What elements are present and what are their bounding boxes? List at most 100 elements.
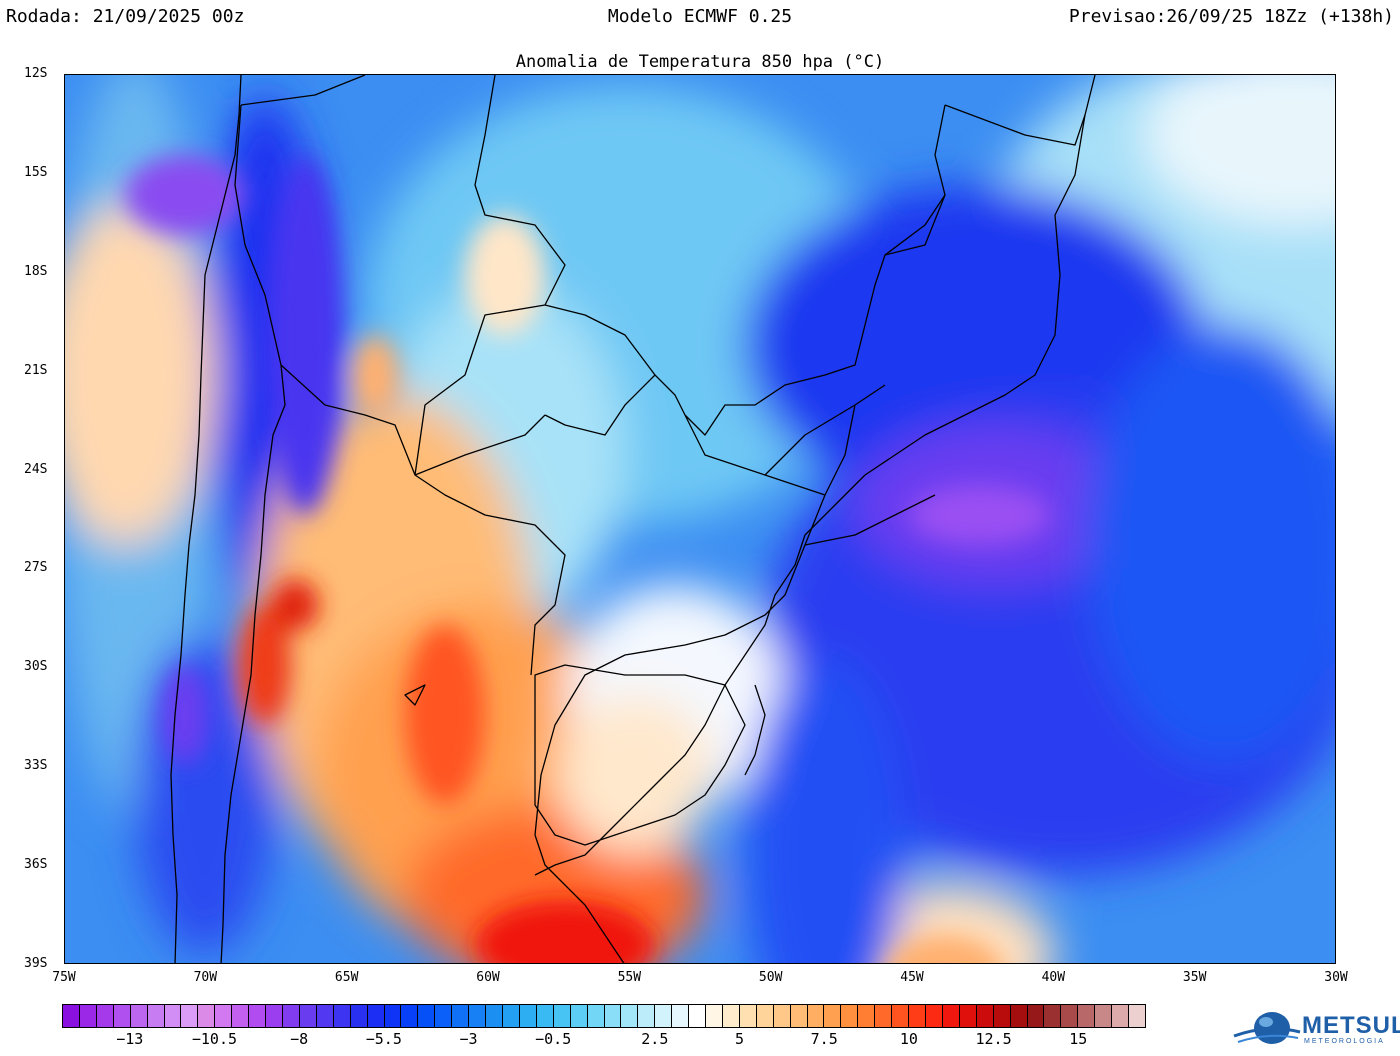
colorbar-tick-label: 15 [1069,1030,1088,1048]
colorbar-swatch [130,1005,148,1027]
colorbar-swatch [164,1005,182,1027]
coastline-borders [170,75,1096,963]
logo-subtitle: METEOROLOGIA [1304,1038,1385,1045]
colorbar-tick-label: −3 [459,1030,478,1048]
colorbar-swatch [638,1005,656,1027]
colorbar-swatch [215,1005,233,1027]
colorbar-swatch [621,1005,639,1027]
colorbar-tick-label: −10.5 [191,1030,238,1048]
colorbar-swatch [79,1005,97,1027]
colorbar-swatch [486,1005,503,1027]
model-name-label: Modelo ECMWF 0.25 [607,6,793,27]
colorbar-swatch [976,1005,994,1027]
colorbar-swatch [807,1005,825,1027]
colorbar-tick-label: 12.5 [975,1030,1012,1048]
colorbar-swatch [739,1005,757,1027]
colorbar-swatch [926,1005,943,1027]
lon-label-55W: 55W [617,970,642,985]
lat-label-39S: 39S [24,956,48,971]
colorbar-swatch [773,1005,791,1027]
colorbar-swatch [553,1005,571,1027]
lat-label-21S: 21S [24,362,48,378]
anomaly-map-canvas [65,75,1335,963]
lat-label-30S: 30S [24,659,48,675]
lat-label-36S: 36S [24,857,48,873]
colorbar-swatch [147,1005,165,1027]
colorbar-tick-label: 5 [734,1030,745,1048]
colorbar-swatch [1027,1005,1045,1027]
logo-name: METSUL [1302,1012,1400,1039]
colorbar-tick-label: −13 [116,1030,144,1048]
colorbar-swatch [536,1005,554,1027]
lon-label-65W: 65W [334,970,359,985]
lat-label-12S: 12S [24,66,48,81]
map-title: Anomalia de Temperatura 850 hpa (°C) [515,52,885,72]
colorbar-tick-label: 2.5 [641,1030,669,1048]
colorbar-tick-label: −0.5 [535,1030,572,1048]
colorbar-swatch [232,1005,250,1027]
colorbar-swatch [113,1005,131,1027]
colorbar-tick-label: 10 [899,1030,918,1048]
colorbar-swatch [282,1005,300,1027]
colorbar-swatch [519,1005,537,1027]
colorbar-swatch [333,1005,351,1027]
colorbar-swatch [367,1005,385,1027]
temperature-anomaly-field [65,75,1335,963]
colorbar-swatch [181,1005,199,1027]
colorbar-swatch [570,1005,588,1027]
colorbar [62,1004,1146,1028]
lon-label-30W: 30W [1324,970,1348,985]
colorbar-swatch [435,1005,453,1027]
colorbar-swatch [909,1005,927,1027]
colorbar-swatch [96,1005,114,1027]
forecast-time-label: Previsao:26/09/25 18Zz (+138h) [1068,6,1394,27]
metsul-logo: METSUL METEOROLOGIA [1232,1006,1400,1052]
colorbar-swatch [942,1005,960,1027]
colorbar-swatch [959,1005,977,1027]
colorbar-swatch [249,1005,267,1027]
colorbar-swatch [63,1005,80,1027]
lon-label-35W: 35W [1182,970,1207,985]
colorbar-tick-label: 7.5 [810,1030,838,1048]
colorbar-swatch [502,1005,520,1027]
colorbar-swatch [655,1005,673,1027]
colorbar-swatch [604,1005,622,1027]
colorbar-tick-label: −5.5 [365,1030,402,1048]
lat-label-27S: 27S [24,560,48,576]
colorbar-swatch [1061,1005,1079,1027]
colorbar-swatch [587,1005,605,1027]
globe-icon [1233,1012,1301,1044]
colorbar-swatch [1010,1005,1028,1027]
lon-label-40W: 40W [1041,970,1066,985]
colorbar-swatch [790,1005,808,1027]
colorbar-swatch [722,1005,740,1027]
colorbar-swatch [858,1005,876,1027]
lat-label-24S: 24S [24,461,48,477]
colorbar-swatch [299,1005,317,1027]
colorbar-swatch [1095,1005,1113,1027]
lat-label-15S: 15S [24,164,48,180]
lon-label-60W: 60W [476,970,500,985]
anomaly-map[interactable] [64,74,1336,964]
colorbar-swatch [469,1005,487,1027]
colorbar-swatch [841,1005,859,1027]
lon-label-75W: 75W [52,970,76,985]
lat-label-18S: 18S [24,263,48,279]
colorbar-swatch [1129,1005,1145,1027]
colorbar-swatch [452,1005,470,1027]
lon-label-50W: 50W [758,970,783,985]
lon-label-45W: 45W [900,970,924,985]
colorbar-swatch [993,1005,1011,1027]
colorbar-swatch [756,1005,774,1027]
colorbar-swatch [706,1005,723,1027]
colorbar-swatch [672,1005,690,1027]
lon-label-70W: 70W [193,970,218,985]
colorbar-swatch [350,1005,368,1027]
colorbar-swatch [266,1005,283,1027]
colorbar-swatch [384,1005,402,1027]
colorbar-swatch [198,1005,216,1027]
colorbar-swatch [875,1005,893,1027]
colorbar-tick-label: −8 [290,1030,309,1048]
colorbar-swatch [401,1005,419,1027]
colorbar-swatch [892,1005,910,1027]
